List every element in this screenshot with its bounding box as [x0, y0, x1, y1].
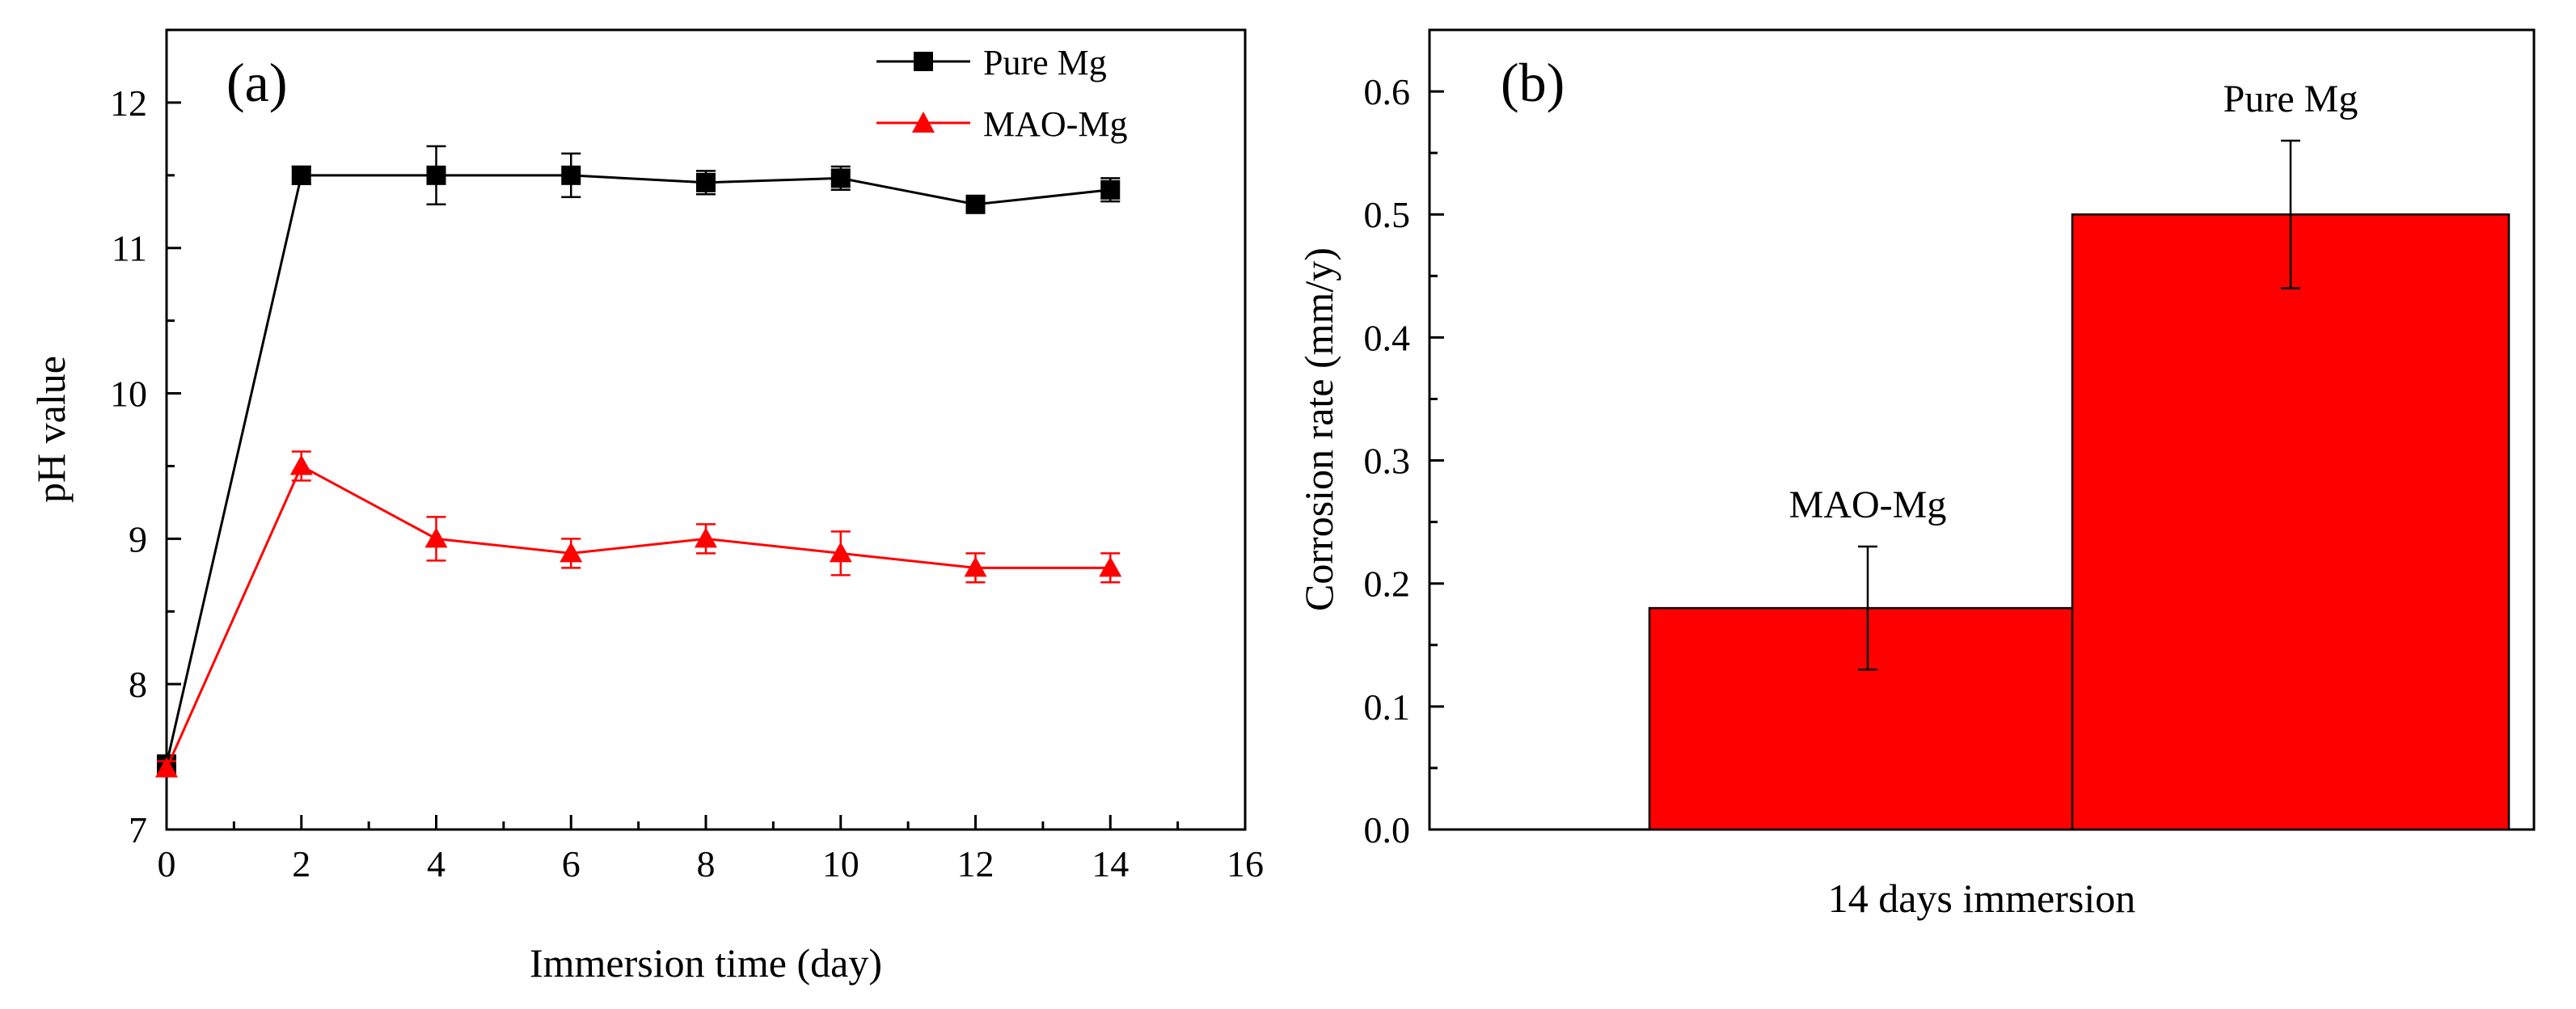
data-point-pure-mg — [291, 165, 311, 185]
y-axis-label-a: pH value — [28, 356, 74, 503]
bars-group-b: MAO-Mg Pure Mg — [1648, 78, 2511, 831]
y-tick-label-a: 12 — [110, 82, 147, 124]
x-tick-label-a: 8 — [697, 843, 716, 884]
axis-ticks-a — [165, 28, 1247, 831]
data-point-pure-mg — [561, 165, 581, 185]
y-tick-label-b: 0.2 — [1364, 564, 1411, 605]
series-line-mao-mg — [165, 464, 1111, 770]
data-point-mao-mg — [964, 556, 987, 577]
data-point-pure-mg — [965, 194, 986, 214]
bar-pure-mg — [2071, 213, 2511, 831]
bar-group-mao-mg: MAO-Mg — [1648, 483, 2088, 831]
x-axis-label-b: 14 days immersion — [1828, 876, 2136, 921]
y-tick-label-a: 10 — [110, 374, 147, 415]
x-tick-label-a: 2 — [292, 843, 310, 884]
y-tick-labels-a: 7 8 9 10 11 12 — [110, 82, 147, 851]
y-tick-label-b: 0.4 — [1364, 317, 1411, 358]
x-tick-label-a: 12 — [957, 843, 995, 884]
bar-group-pure-mg: Pure Mg — [2071, 78, 2511, 831]
data-point-mao-mg — [695, 527, 717, 548]
data-point-mao-mg — [829, 542, 852, 563]
data-point-mao-mg — [289, 454, 313, 475]
data-point-mao-mg — [560, 542, 583, 563]
x-tick-labels-a: 0 2 4 6 8 10 12 14 16 — [158, 843, 1265, 884]
line-chart-ph: 0 2 4 6 8 10 12 14 16 7 8 9 10 11 12 (a) Pure Mg MAO-… — [28, 28, 1265, 986]
y-tick-label-b: 0.3 — [1364, 441, 1411, 482]
panel-label-a: (a) — [226, 52, 287, 113]
series-line-pure-mg — [165, 174, 1111, 765]
x-tick-label-a: 10 — [822, 843, 859, 884]
data-point-mao-mg — [155, 757, 178, 778]
legend-marker-pure-mg — [914, 52, 933, 71]
x-tick-label-a: 16 — [1227, 843, 1264, 884]
x-tick-label-a: 0 — [158, 843, 176, 884]
data-point-mao-mg — [1099, 556, 1122, 577]
legend-label-pure-mg: Pure Mg — [983, 43, 1107, 82]
bar-label-pure-mg: Pure Mg — [2223, 78, 2359, 120]
y-tick-label-a: 7 — [129, 809, 147, 851]
series-group-a — [155, 145, 1122, 778]
x-tick-label-a: 6 — [562, 843, 581, 884]
x-tick-label-a: 4 — [427, 843, 446, 884]
y-tick-label-a: 8 — [129, 664, 147, 705]
x-tick-label-a: 14 — [1092, 843, 1129, 884]
y-tick-label-b: 0.0 — [1364, 809, 1411, 851]
legend-a: Pure Mg MAO-Mg — [876, 43, 1127, 144]
data-point-pure-mg — [830, 168, 851, 188]
x-axis-label-a: Immersion time (day) — [530, 940, 882, 986]
data-point-pure-mg — [1100, 179, 1121, 200]
y-tick-label-b: 0.5 — [1364, 194, 1411, 235]
data-point-pure-mg — [696, 172, 716, 192]
axis-ticks-b — [1429, 90, 1444, 831]
y-tick-label-b: 0.1 — [1364, 686, 1411, 728]
bar-label-mao-mg: MAO-Mg — [1789, 483, 1947, 526]
data-point-pure-mg — [426, 165, 446, 185]
panel-label-b: (b) — [1501, 52, 1565, 113]
y-tick-labels-b: 0.0 0.1 0.2 0.3 0.4 0.5 0.6 — [1364, 71, 1411, 851]
y-tick-label-b: 0.6 — [1364, 71, 1411, 112]
series-pure-mg — [157, 145, 1121, 775]
y-tick-label-a: 11 — [112, 228, 147, 269]
legend-label-mao-mg: MAO-Mg — [983, 104, 1127, 144]
y-tick-label-a: 9 — [129, 518, 147, 559]
plot-frame-a — [165, 28, 1247, 831]
y-axis-label-b: Corrosion rate (mm/y) — [1296, 247, 1341, 611]
data-point-mao-mg — [424, 527, 448, 548]
series-mao-mg — [155, 450, 1122, 778]
legend-marker-mao-mg — [912, 112, 935, 133]
